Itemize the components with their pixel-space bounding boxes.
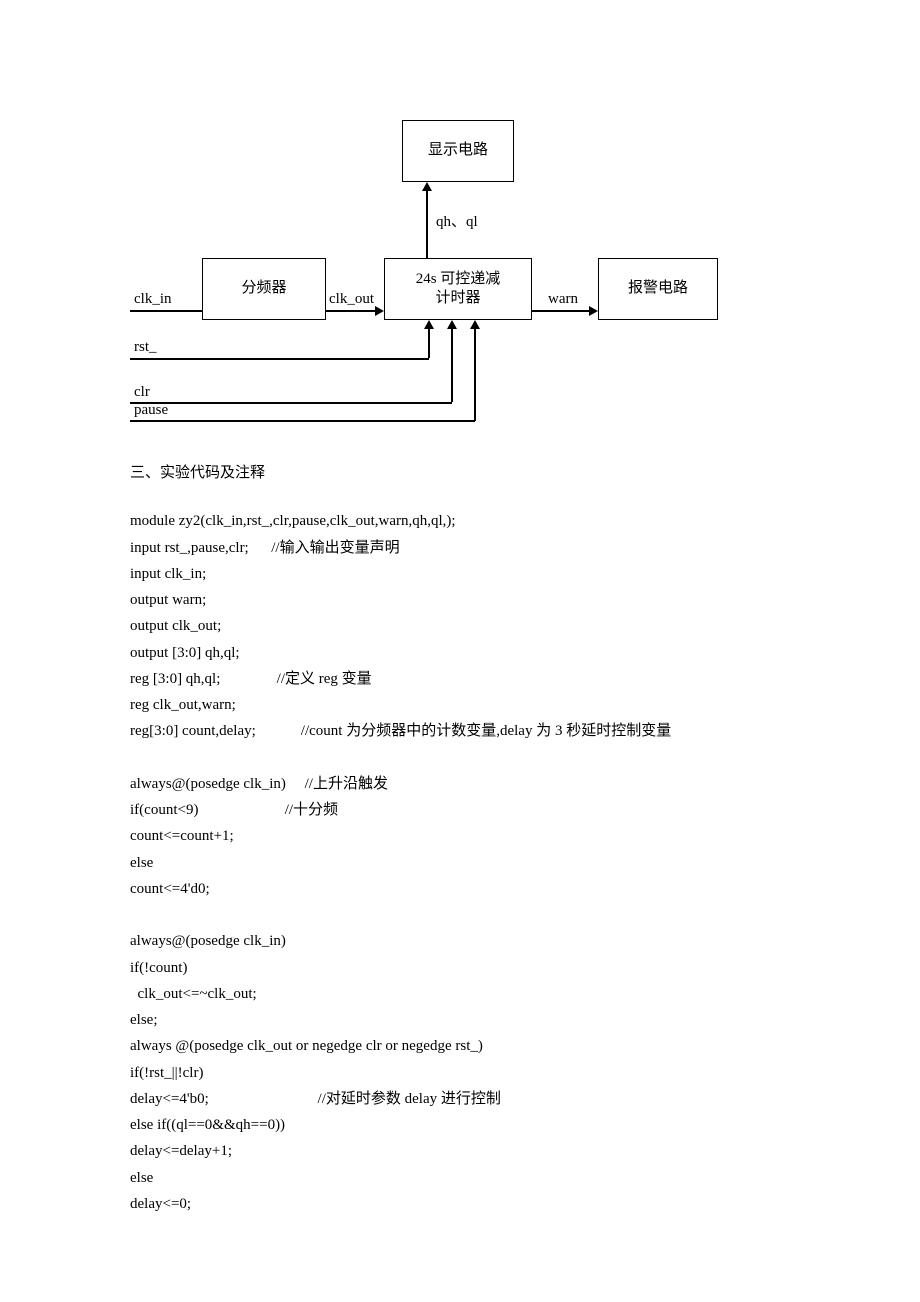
- code-line: reg[3:0] count,delay;: [130, 723, 256, 739]
- code-line: module zy2(clk_in,rst_,clr,pause,clk_out…: [130, 513, 456, 529]
- code-line: delay<=4'b0;: [130, 1091, 209, 1107]
- code-line: else if((ql==0&&qh==0)): [130, 1117, 285, 1133]
- edge-rst-h: [130, 358, 429, 360]
- code-line: always @(posedge clk_out or negedge clr …: [130, 1038, 483, 1054]
- node-display-label: 显示电路: [428, 141, 488, 161]
- code-line: output clk_out;: [130, 618, 221, 634]
- edge-warn: [532, 310, 590, 312]
- code-comment: //输入输出变量声明: [271, 540, 399, 556]
- node-display: 显示电路: [402, 120, 514, 182]
- node-divider: 分频器: [202, 258, 326, 320]
- code-line: input clk_in;: [130, 566, 206, 582]
- code-line: if(!rst_||!clr): [130, 1065, 203, 1081]
- arrow-pause: [470, 320, 480, 329]
- arrow-qhql: [422, 182, 432, 191]
- edge-rst-v: [428, 329, 430, 358]
- code-line: delay<=delay+1;: [130, 1143, 232, 1159]
- edge-clk-out: [326, 310, 376, 312]
- edge-clk-in: [130, 310, 202, 312]
- code-line: output [3:0] qh,ql;: [130, 645, 240, 661]
- code-line: if(!count): [130, 960, 187, 976]
- label-pause: pause: [134, 403, 168, 418]
- node-divider-label: 分频器: [241, 279, 286, 299]
- code-line: input rst_,pause,clr;: [130, 540, 249, 556]
- arrow-rst: [424, 320, 434, 329]
- edge-clr-h: [130, 402, 452, 404]
- node-alarm: 报警电路: [598, 258, 718, 320]
- label-clk-in: clk_in: [134, 292, 172, 307]
- label-qhql: qh、ql: [436, 215, 478, 230]
- code-line: else;: [130, 1012, 158, 1028]
- label-warn: warn: [548, 292, 578, 307]
- edge-pause-v: [474, 329, 476, 421]
- code-line: else: [130, 855, 153, 871]
- block-diagram: 显示电路 分频器 24s 可控递减 计时器 报警电路 clk_in clk_ou…: [130, 100, 730, 430]
- arrow-clr: [447, 320, 457, 329]
- edge-clr-v: [451, 329, 453, 402]
- code-comment: //count 为分频器中的计数变量,delay 为 3 秒延时控制变量: [301, 723, 671, 739]
- code-line: output warn;: [130, 592, 206, 608]
- code-line: always@(posedge clk_in): [130, 776, 286, 792]
- code-line: reg clk_out,warn;: [130, 697, 236, 713]
- node-timer-line2: 计时器: [435, 289, 480, 309]
- code-comment: //定义 reg 变量: [277, 671, 372, 687]
- code-line: reg [3:0] qh,ql;: [130, 671, 220, 687]
- code-comment: //上升沿触发: [305, 776, 388, 792]
- code-line: if(count<9): [130, 802, 198, 818]
- arrow-clk-out: [375, 306, 384, 316]
- edge-pause-h: [130, 420, 475, 422]
- code-block: module zy2(clk_in,rst_,clr,pause,clk_out…: [130, 508, 790, 1217]
- node-timer: 24s 可控递减 计时器: [384, 258, 532, 320]
- code-line: else: [130, 1170, 153, 1186]
- arrow-warn: [589, 306, 598, 316]
- code-line: always@(posedge clk_in): [130, 933, 286, 949]
- node-alarm-label: 报警电路: [628, 279, 688, 299]
- code-comment: //十分频: [285, 802, 338, 818]
- label-clk-out: clk_out: [329, 292, 374, 307]
- edge-qhql: [426, 191, 428, 258]
- code-line: count<=count+1;: [130, 828, 234, 844]
- node-timer-line1: 24s 可控递减: [416, 270, 501, 290]
- label-clr: clr: [134, 385, 150, 400]
- code-line: clk_out<=~clk_out;: [130, 986, 257, 1002]
- code-line: count<=4'd0;: [130, 881, 210, 897]
- label-rst: rst_: [134, 340, 157, 355]
- section-title: 三、实验代码及注释: [130, 460, 790, 486]
- code-line: delay<=0;: [130, 1196, 191, 1212]
- code-comment: //对延时参数 delay 进行控制: [318, 1091, 501, 1107]
